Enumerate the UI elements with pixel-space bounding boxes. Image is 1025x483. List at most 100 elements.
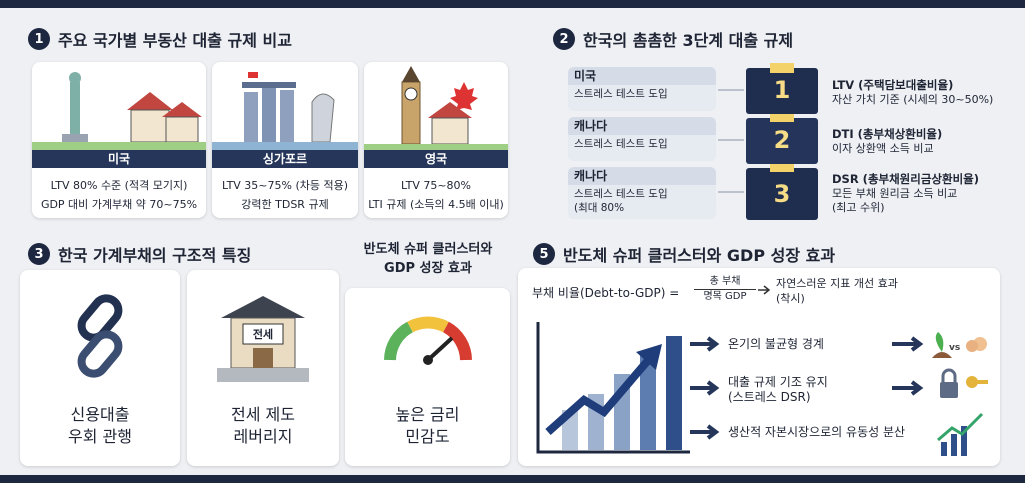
card-text: LTV 75~80% LTI 규제 (소득의 4.5배 이내)	[364, 176, 508, 214]
result: 자연스러운 지표 개선 효과	[776, 277, 898, 290]
badge: 3	[28, 243, 50, 265]
shape	[77, 330, 123, 378]
top-bar	[0, 0, 1025, 8]
line: LTV 80% 수준 (적격 모기지)	[50, 179, 188, 192]
line: 민감도	[405, 427, 450, 446]
shape	[217, 368, 309, 382]
shape	[407, 316, 449, 333]
section-header: 3 한국 가계부채의 구조적 특징	[28, 242, 251, 266]
card-text: LTV 35~75% (차등 적용) 강력한 TDSR 규제	[212, 176, 358, 214]
line: 스트레스 테스트 도입	[574, 138, 668, 150]
country-label: 영국	[364, 150, 508, 168]
shape	[221, 296, 305, 318]
shape	[242, 323, 284, 345]
shape	[165, 116, 199, 143]
shape	[311, 93, 335, 143]
section-title: 한국 가계부채의 구조적 특징	[58, 246, 252, 265]
formula-left: 부채 비율(Debt-to-GDP) =	[532, 286, 680, 300]
icon-house	[217, 296, 309, 382]
line: 스트레스 테스트 도입	[574, 88, 668, 100]
line: 우회 관행	[68, 427, 132, 446]
country-label: 미국	[32, 150, 206, 168]
shape	[966, 376, 978, 388]
shape	[758, 285, 771, 295]
fraction: 총 부채 명목 GDP	[694, 275, 756, 304]
item-text: 온기의 불균형 경계	[728, 337, 824, 352]
icon-uk	[364, 66, 508, 150]
line: (최고 수위)	[832, 201, 885, 214]
formula-result: 자연스러운 지표 개선 효과 (착시)	[776, 276, 898, 306]
sign: 전세	[252, 328, 274, 341]
shape	[932, 352, 952, 358]
step-text: DTI (총부채상환비율) 이자 상환액 소득 비교	[832, 127, 942, 156]
card-text: 신용대출 우회 관행	[20, 404, 180, 448]
section-header: 5 반도체 슈퍼 클러스터와 GDP 성장 효과	[533, 242, 835, 266]
item-arrows-icons	[892, 332, 988, 456]
line: 레버리지	[233, 427, 293, 446]
line: (최대 80%	[574, 202, 625, 214]
shape	[280, 90, 294, 142]
numerator: 총 부채	[694, 275, 756, 290]
line: 전세 제도	[231, 405, 295, 424]
step-text: DSR (총부채원리금상환비율) 모든 부채 원리금 소득 비교 (최고 수위)	[832, 172, 979, 215]
country-card: 미국 LTV 80% 수준 (적격 모기지) GDP 대비 가계부채 약 70~7…	[32, 62, 206, 218]
shape	[69, 72, 81, 84]
shape	[666, 336, 682, 450]
denominator: 명목 GDP	[703, 291, 747, 302]
shape	[62, 134, 88, 144]
line: LTI 규제 (소득의 4.5배 이내)	[368, 198, 504, 211]
section-title: 반도체 슈퍼 클러스터와 GDP 성장 효과	[563, 246, 836, 265]
line: 모든 부채 원리금 소득 비교	[832, 187, 958, 200]
shape	[746, 168, 818, 220]
shape	[431, 117, 469, 145]
line: 온기의 불균형 경계	[728, 337, 824, 351]
line: 스트레스 테스트 도입	[574, 188, 668, 200]
country-card: 영국 LTV 75~80% LTI 규제 (소득의 4.5배 이내)	[364, 62, 508, 218]
step-text: LTV (주택담보대출비율) 자산 가치 기준 (시세의 30~50%)	[832, 78, 993, 107]
feature-card: 높은 금리 민감도	[345, 288, 510, 466]
card-text: 높은 금리 민감도	[345, 404, 510, 448]
badge: 5	[533, 243, 555, 265]
shape	[364, 144, 508, 150]
shape	[450, 82, 478, 110]
line: 자산 가치 기준 (시세의 30~50%)	[832, 93, 994, 106]
country-name: 캐나다	[568, 167, 716, 185]
growth-panel: 부채 비율(Debt-to-GDP) = 총 부채 명목 GDP 자연스러운 지…	[518, 268, 1000, 466]
shape	[384, 321, 414, 361]
shape	[690, 380, 720, 396]
country-label: 싱가포르	[212, 150, 358, 168]
section-title: 주요 국가별 부동산 대출 규제 비교	[58, 31, 292, 50]
line: GDP 성장 효과	[384, 261, 472, 276]
shape	[937, 412, 984, 442]
icon-growth-chart	[536, 322, 690, 454]
step-number: 3	[773, 180, 791, 208]
line: (스트레스 DSR)	[728, 390, 811, 404]
side-heading: 반도체 슈퍼 클러스터와 GDP 성장 효과	[346, 240, 510, 278]
shape	[770, 63, 794, 73]
shape	[262, 84, 276, 142]
shape	[244, 92, 258, 142]
shape	[746, 68, 818, 114]
shape	[935, 332, 944, 352]
shape	[892, 336, 924, 352]
shape	[690, 424, 720, 440]
shape	[770, 164, 794, 172]
shape	[636, 344, 662, 370]
step-title: DTI (총부채상환비율)	[832, 127, 943, 141]
section-title: 한국의 촘촘한 3단계 대출 규제	[583, 31, 794, 50]
badge: 1	[28, 28, 50, 50]
shape	[966, 340, 978, 352]
line: 강력한 TDSR 규제	[241, 198, 329, 211]
shape	[423, 355, 433, 365]
shape	[941, 368, 957, 382]
badge: 2	[553, 28, 575, 50]
item-text: 대출 규제 기조 유지 (스트레스 DSR)	[728, 375, 828, 405]
arrows	[690, 336, 720, 440]
note: (착시)	[776, 292, 805, 305]
step-title: DSR (총부채원리금상환비율)	[832, 172, 979, 186]
shape	[212, 142, 358, 150]
shape	[162, 102, 202, 117]
line: 이자 상환액 소득 비교	[832, 142, 934, 155]
